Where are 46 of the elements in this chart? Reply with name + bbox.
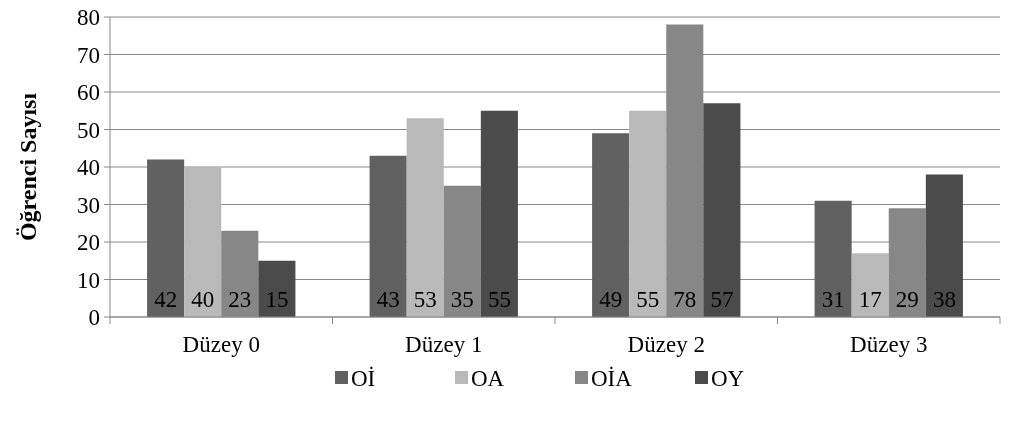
legend-label: OİA xyxy=(591,366,633,392)
bar xyxy=(369,155,407,317)
data-label: 31 xyxy=(821,287,845,312)
data-label: 35 xyxy=(450,287,474,312)
x-tick-label: Düzey 0 xyxy=(182,332,260,357)
data-label: 40 xyxy=(191,287,215,312)
data-label: 42 xyxy=(154,287,178,312)
y-tick-label: 10 xyxy=(77,267,100,293)
y-axis-title: Öğrenci Sayısı xyxy=(15,92,41,242)
legend-label: OA xyxy=(471,366,505,392)
x-tick-label: Düzey 2 xyxy=(627,332,705,357)
data-label: 15 xyxy=(265,287,289,312)
bar xyxy=(258,260,296,317)
data-label: 78 xyxy=(673,287,697,312)
bar xyxy=(925,174,963,317)
data-label: 38 xyxy=(932,287,956,312)
y-tick-label: 70 xyxy=(77,42,100,68)
data-label: 17 xyxy=(858,287,882,312)
data-label: 55 xyxy=(487,287,511,312)
y-tick-label: 30 xyxy=(77,192,100,218)
y-tick-label: 0 xyxy=(88,305,100,331)
y-tick-label: 80 xyxy=(77,5,100,31)
y-tick-label: 60 xyxy=(77,80,100,106)
data-label: 29 xyxy=(895,287,919,312)
data-label: 55 xyxy=(636,287,660,312)
legend-label: OY xyxy=(711,366,745,392)
y-tick-label: 20 xyxy=(77,230,100,256)
bar xyxy=(184,167,222,317)
bar xyxy=(629,110,667,317)
bar xyxy=(592,133,630,317)
bar xyxy=(480,110,518,317)
x-tick-label: Düzey 1 xyxy=(405,332,483,357)
data-label: 23 xyxy=(228,287,252,312)
data-label: 53 xyxy=(413,287,437,312)
bar xyxy=(814,200,852,317)
y-tick-label: 50 xyxy=(77,117,100,143)
bar xyxy=(703,103,741,317)
data-label: 57 xyxy=(710,287,734,312)
bar xyxy=(147,159,185,317)
bar xyxy=(851,253,889,317)
y-tick-label: 40 xyxy=(77,155,100,181)
data-label: 49 xyxy=(599,287,623,312)
data-label: 43 xyxy=(376,287,400,312)
legend-label: Oİ xyxy=(351,366,376,392)
x-tick-label: Düzey 3 xyxy=(850,332,928,357)
bar xyxy=(406,118,444,317)
